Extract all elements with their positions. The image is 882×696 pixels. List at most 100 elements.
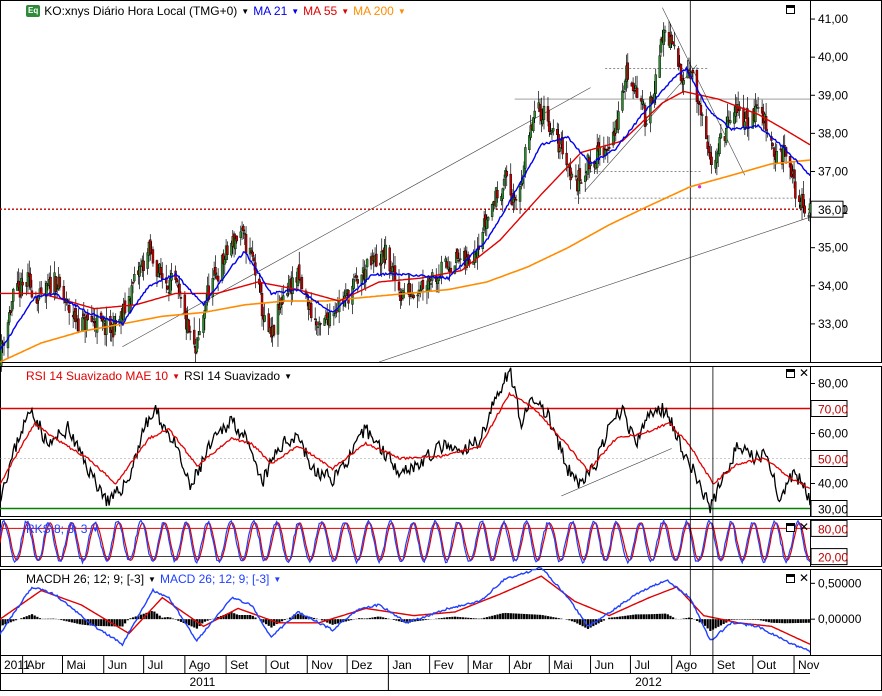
last-price-label: 36,01: [818, 203, 848, 217]
histogram-bar: [169, 617, 171, 619]
rks-label[interactable]: RKS 8; 3; 3: [26, 522, 87, 536]
maximize-panel-icon[interactable]: [786, 5, 795, 14]
symbol-label[interactable]: KO:xnys Diário Hora Local (TMG+0): [44, 4, 237, 18]
month-label: Set: [717, 658, 736, 672]
level-label: 80,00: [818, 522, 848, 536]
ma55-label[interactable]: MA 55: [303, 4, 337, 18]
histogram-bar: [608, 618, 610, 619]
candle-body: [688, 70, 690, 71]
candle-body: [725, 128, 727, 142]
candle-body: [193, 330, 195, 344]
chevron-down-icon[interactable]: ▼: [172, 372, 180, 381]
histogram-bar: [504, 613, 506, 619]
rsi-panel: 80,0070,0060,0050,0040,0030,0070,0050,00…: [0, 366, 882, 517]
month-label: Ago: [189, 658, 211, 672]
histogram-bar: [576, 619, 578, 623]
histogram-bar: [733, 619, 735, 620]
chevron-down-icon[interactable]: ▼: [398, 7, 406, 16]
histogram-bar: [552, 617, 554, 619]
chevron-down-icon[interactable]: ▼: [148, 575, 156, 584]
histogram-bar: [526, 614, 528, 619]
chevron-down-icon[interactable]: ▼: [341, 7, 349, 16]
macdh-label[interactable]: MACDH 26; 12; 9; [-3]: [26, 572, 144, 586]
candle-body: [68, 305, 70, 312]
histogram-bar: [528, 614, 530, 619]
histogram-bar: [691, 618, 693, 619]
candle-body: [189, 331, 191, 332]
chevron-down-icon[interactable]: ▼: [284, 372, 292, 381]
maximize-panel-icon[interactable]: [786, 369, 795, 378]
histogram-bar: [446, 617, 448, 619]
candle-body: [30, 274, 32, 287]
chevron-down-icon[interactable]: ▼: [273, 575, 281, 584]
histogram-bar: [802, 619, 804, 623]
candle-body: [623, 91, 625, 92]
candle-body: [260, 283, 262, 292]
marker-dot: [698, 185, 701, 188]
candle-body: [584, 176, 586, 182]
candle-body: [664, 30, 666, 32]
candle-body: [502, 189, 504, 199]
histogram-bar: [459, 617, 461, 619]
histogram-bar: [167, 617, 169, 619]
histogram-bar: [651, 614, 653, 619]
candle-body: [510, 174, 512, 195]
month-label: Jul: [634, 658, 649, 672]
close-icon[interactable]: ✕: [799, 572, 809, 584]
candle-body: [124, 301, 126, 313]
histogram-bar: [79, 619, 81, 624]
month-label: Mai: [553, 658, 572, 672]
candle-body: [320, 323, 322, 324]
histogram-bar: [757, 619, 759, 620]
macd-tick-label: 0,50000: [818, 576, 862, 590]
candle-body: [645, 124, 647, 125]
close-icon[interactable]: ✕: [799, 521, 809, 533]
rsi-avg-label[interactable]: RSI 14 Suavizado MAE 10: [26, 369, 168, 383]
ma200-label[interactable]: MA 200: [353, 4, 394, 18]
candle-body: [224, 259, 226, 264]
candle-body: [780, 149, 782, 150]
candle-body: [196, 339, 198, 352]
rsi-tick-label: 80,00: [818, 377, 848, 391]
candle-body: [636, 88, 638, 98]
candle-body: [705, 116, 707, 138]
candle-body: [580, 183, 582, 184]
rsi-label[interactable]: RSI 14 Suavizado: [184, 369, 280, 383]
candle-body: [301, 277, 303, 289]
maximize-panel-icon[interactable]: [786, 523, 795, 532]
ma21-label[interactable]: MA 21: [253, 4, 287, 18]
candle-body: [503, 179, 505, 185]
candle-body: [326, 313, 328, 318]
candle-body: [12, 289, 14, 301]
histogram-bar: [273, 619, 275, 626]
maximize-panel-icon[interactable]: [786, 574, 795, 583]
histogram-bar: [100, 619, 102, 626]
histogram-bar: [744, 619, 746, 620]
histogram-bar: [542, 615, 544, 619]
histogram-bar: [438, 618, 440, 619]
histogram-bar: [206, 619, 208, 621]
histogram-bar: [236, 614, 238, 619]
close-icon[interactable]: ✕: [799, 367, 809, 379]
candle-body: [20, 278, 22, 295]
histogram-bar: [369, 618, 371, 619]
candle-body: [361, 275, 363, 284]
histogram-bar: [778, 619, 780, 623]
macd-label[interactable]: MACD 26; 12; 9; [-3]: [160, 572, 269, 586]
candle-body: [77, 319, 79, 331]
histogram-bar: [124, 619, 126, 623]
histogram-bar: [465, 618, 467, 620]
histogram-bar: [60, 619, 62, 620]
chevron-down-icon[interactable]: ▼: [241, 7, 249, 16]
candle-body: [640, 98, 642, 101]
chevron-down-icon[interactable]: ▼: [291, 7, 299, 16]
candle-body: [132, 282, 134, 283]
histogram-bar: [66, 619, 68, 621]
candle-body: [264, 316, 266, 322]
rsi-tick-label: 40,00: [818, 477, 848, 491]
histogram-bar: [720, 619, 722, 625]
chevron-down-icon[interactable]: ▼: [91, 525, 99, 534]
price-tick-label: 35,00: [818, 241, 848, 255]
histogram-bar: [539, 615, 541, 619]
